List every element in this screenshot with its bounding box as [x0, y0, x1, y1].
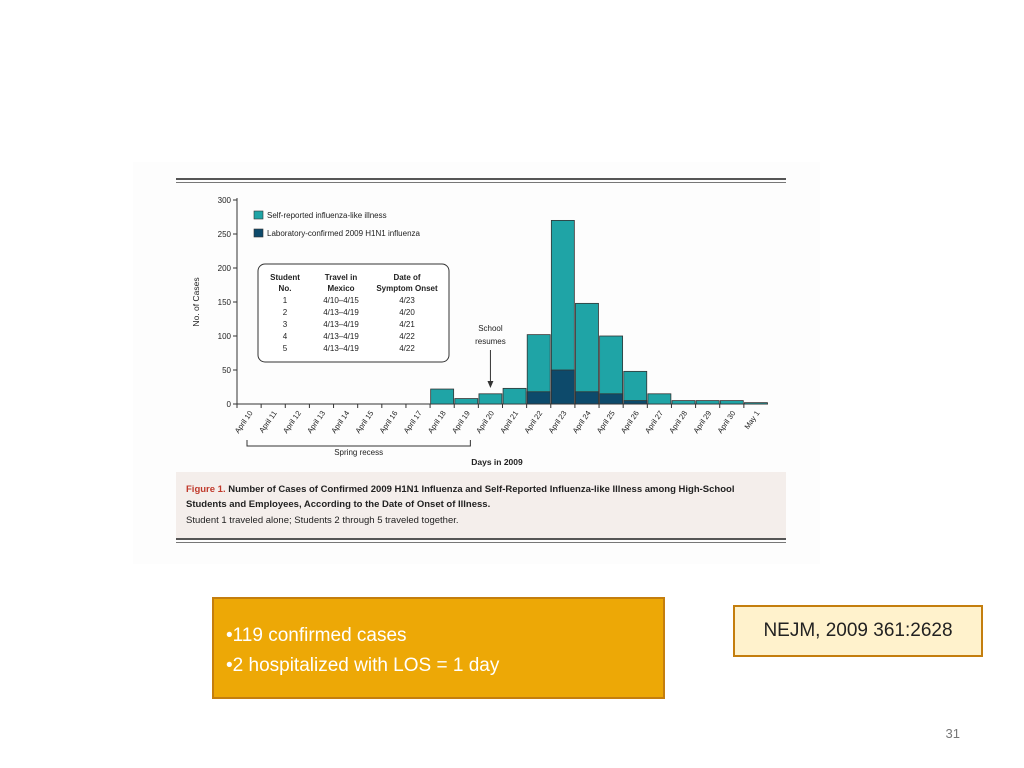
y-tick-label: 250: [218, 230, 232, 239]
bar-lab-confirmed: [623, 400, 648, 405]
inset-header: Mexico: [327, 284, 354, 293]
inset-cell: 4/13–4/19: [323, 344, 359, 353]
inset-cell: 2: [283, 308, 288, 317]
y-tick-label: 100: [218, 332, 232, 341]
caption-background: [176, 472, 786, 538]
citation-box: NEJM, 2009 361:2628: [733, 605, 983, 657]
y-tick-label: 150: [218, 298, 232, 307]
x-tick-label: April 23: [547, 409, 569, 435]
legend-swatch-self-reported: [253, 210, 264, 220]
x-tick-label: April 27: [643, 409, 665, 435]
bullet-confirmed-cases: •119 confirmed cases: [226, 625, 407, 646]
bar-self-reported: [575, 302, 599, 405]
figure-top-rule-thin: [176, 182, 786, 183]
school-resumes-label: resumes: [475, 337, 506, 346]
bar-self-reported: [695, 400, 720, 405]
school-resumes-arrowhead: [487, 381, 494, 388]
inset-cell: 1: [283, 296, 288, 305]
bar-lab-confirmed: [526, 391, 551, 405]
y-tick-label: 50: [222, 366, 231, 375]
bar-lab-confirmed: [575, 391, 599, 405]
bar-lab-confirmed: [599, 393, 624, 405]
inset-cell: 4/13–4/19: [323, 320, 359, 329]
bar-self-reported: [454, 398, 479, 405]
inset-header: Travel in: [325, 273, 358, 282]
legend-label-lab-confirmed: Laboratory-confirmed 2009 H1N1 influenza: [267, 229, 421, 238]
inset-cell: 4: [283, 332, 288, 341]
school-resumes-label: School: [478, 324, 503, 333]
inset-header: Symptom Onset: [376, 284, 438, 293]
x-tick-label: April 19: [450, 409, 472, 435]
x-axis-title: Days in 2009: [471, 457, 523, 467]
bar-self-reported: [719, 400, 744, 405]
x-tick-label: April 26: [619, 409, 641, 435]
y-tick-label: 200: [218, 264, 232, 273]
inset-header: Date of: [393, 273, 420, 282]
figure-top-rule: [176, 178, 786, 180]
inset-cell: 4/20: [399, 308, 415, 317]
inset-cell: 4/22: [399, 332, 415, 341]
bar-self-reported: [647, 393, 672, 405]
inset-cell: 5: [283, 344, 288, 353]
inset-cell: 3: [283, 320, 288, 329]
summary-box: •119 confirmed cases •2 hospitalized wit…: [212, 597, 665, 699]
x-tick-label: April 14: [329, 409, 351, 435]
x-tick-label: May 1: [742, 409, 761, 431]
inset-header: Student: [270, 273, 300, 282]
y-tick-label: 0: [227, 400, 232, 409]
legend-label-self-reported: Self-reported influenza-like illness: [267, 211, 387, 220]
x-tick-label: April 17: [402, 409, 424, 435]
figure-bottom-rule: [176, 538, 786, 540]
inset-cell: 4/13–4/19: [323, 308, 359, 317]
bar-self-reported: [502, 387, 527, 405]
caption-label: Figure 1.: [186, 484, 226, 495]
x-tick-label: April 28: [667, 409, 689, 435]
bar-self-reported: [671, 400, 696, 405]
inset-cell: 4/23: [399, 296, 415, 305]
x-tick-label: April 18: [426, 409, 448, 435]
figure-bottom-rule-thin: [176, 542, 786, 543]
caption-title: Number of Cases of Confirmed 2009 H1N1 I…: [186, 484, 735, 510]
inset-table-box: [257, 263, 450, 363]
citation-text: NEJM, 2009 361:2628: [763, 620, 953, 641]
x-tick-label: April 11: [257, 409, 279, 435]
caption-note: Student 1 traveled alone; Students 2 thr…: [186, 515, 459, 526]
x-tick-label: April 21: [498, 409, 520, 435]
x-tick-label: April 25: [595, 409, 617, 435]
x-tick-label: April 12: [281, 409, 303, 435]
bar-self-reported: [430, 388, 455, 405]
inset-cell: 4/21: [399, 320, 415, 329]
bar-self-reported: [478, 393, 503, 405]
inset-header: No.: [279, 284, 292, 293]
x-tick-label: April 24: [571, 409, 593, 435]
x-tick-label: April 16: [378, 409, 400, 435]
bar-lab-confirmed: [550, 369, 575, 405]
inset-cell: 4/22: [399, 344, 415, 353]
inset-cell: 4/13–4/19: [323, 332, 359, 341]
bar-self-reported: [744, 402, 768, 405]
spring-recess-label: Spring recess: [334, 448, 383, 457]
x-tick-label: April 15: [353, 409, 375, 435]
x-tick-label: April 30: [715, 409, 737, 435]
spring-recess-bracket: [246, 440, 471, 447]
x-tick-label: April 22: [522, 409, 544, 435]
x-tick-label: April 10: [233, 409, 255, 435]
x-tick-label: April 29: [691, 409, 713, 435]
figure-caption: Figure 1. Number of Cases of Confirmed 2…: [186, 482, 776, 528]
y-tick-label: 300: [218, 196, 232, 205]
page-number: 31: [945, 726, 960, 741]
legend-swatch-lab-confirmed: [253, 228, 264, 238]
bullet-hospitalized: •2 hospitalized with LOS = 1 day: [226, 655, 500, 676]
x-tick-label: April 20: [474, 409, 496, 435]
inset-cell: 4/10–4/15: [323, 296, 359, 305]
x-tick-label: April 13: [305, 409, 327, 435]
bar-self-reported: [623, 370, 648, 405]
y-axis-title: No. of Cases: [191, 277, 201, 326]
